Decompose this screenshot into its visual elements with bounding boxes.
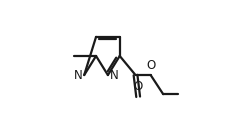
Text: O: O bbox=[134, 80, 143, 93]
Text: N: N bbox=[110, 68, 118, 82]
Text: O: O bbox=[147, 59, 156, 72]
Text: N: N bbox=[74, 68, 82, 82]
